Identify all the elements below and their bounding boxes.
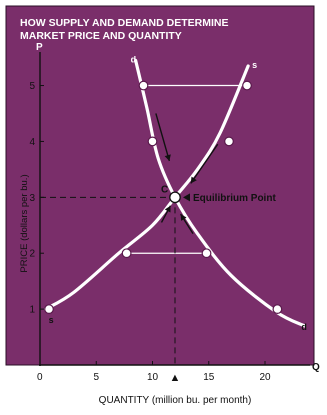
y-axis-label: PRICE (dollars per bu.)	[19, 174, 30, 272]
demand-label-low: d	[301, 322, 307, 332]
demand-label-high: d	[131, 54, 137, 64]
equilibrium-label: Equilibrium Point	[193, 193, 276, 204]
data-point-d	[138, 80, 149, 91]
origin-label: 0	[37, 372, 43, 383]
x-tick-label: 20	[259, 372, 271, 383]
data-point-d	[201, 248, 212, 259]
equilibrium-pointer	[183, 193, 190, 202]
x-tick-label: 10	[147, 372, 159, 383]
arrow-supply-up-head	[164, 205, 171, 213]
x-tick-label: 15	[203, 372, 215, 383]
arrow-demand-up-head	[180, 214, 187, 221]
supply-label-low: s	[49, 315, 54, 325]
x-axis-letter: Q	[312, 362, 320, 373]
y-tick-label: 3	[29, 193, 35, 204]
equilibrium-letter: C	[161, 184, 168, 195]
data-point-s	[121, 248, 132, 259]
data-point-s	[242, 80, 252, 91]
chart-panel	[5, 5, 315, 366]
data-point-d	[272, 304, 283, 315]
y-tick-label: 1	[29, 305, 35, 316]
y-axis-letter: P	[36, 42, 43, 53]
data-point-s	[224, 136, 234, 147]
chart-marks: 1 2 3 4 5 5 10 15 20 s s d d C Equilibrium Point ▲	[29, 52, 310, 384]
equilibrium-quantity-marker: ▲	[170, 372, 181, 384]
chart-title-line-2: MARKET PRICE AND QUANTITY	[20, 30, 182, 42]
x-tick-label: 5	[93, 372, 99, 383]
y-tick-label: 2	[29, 249, 35, 260]
arrow-demand-down-shaft	[155, 113, 171, 162]
arrow-demand-down-head	[164, 154, 171, 161]
equilibrium-point	[169, 191, 181, 204]
arrow-supply-down-shaft	[190, 143, 219, 184]
y-tick-label: 5	[29, 81, 35, 92]
arrow-supply-down-head	[190, 176, 197, 184]
supply-label-high: s	[252, 60, 257, 70]
y-tick-label: 4	[29, 137, 35, 148]
data-point-d	[147, 136, 158, 147]
chart-title-line-1: HOW SUPPLY AND DEMAND DETERMINE	[20, 17, 228, 29]
data-point-s	[44, 304, 54, 315]
x-axis-label: QUANTITY (million bu. per month)	[99, 395, 252, 406]
